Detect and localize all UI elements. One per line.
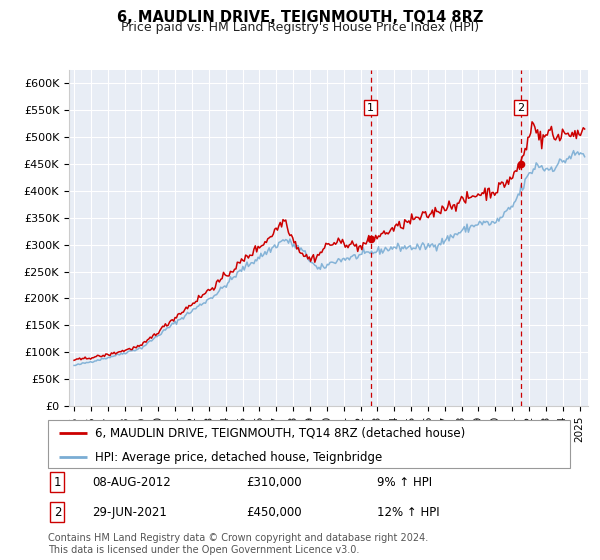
Text: 6, MAUDLIN DRIVE, TEIGNMOUTH, TQ14 8RZ: 6, MAUDLIN DRIVE, TEIGNMOUTH, TQ14 8RZ bbox=[117, 10, 483, 25]
Text: 12% ↑ HPI: 12% ↑ HPI bbox=[377, 506, 439, 519]
Text: 2: 2 bbox=[53, 506, 61, 519]
Text: 2: 2 bbox=[517, 102, 524, 113]
Text: £450,000: £450,000 bbox=[247, 506, 302, 519]
Text: Contains HM Land Registry data © Crown copyright and database right 2024.
This d: Contains HM Land Registry data © Crown c… bbox=[48, 533, 428, 555]
Text: 9% ↑ HPI: 9% ↑ HPI bbox=[377, 475, 432, 488]
Text: 6, MAUDLIN DRIVE, TEIGNMOUTH, TQ14 8RZ (detached house): 6, MAUDLIN DRIVE, TEIGNMOUTH, TQ14 8RZ (… bbox=[95, 427, 465, 440]
Text: £310,000: £310,000 bbox=[247, 475, 302, 488]
Text: 08-AUG-2012: 08-AUG-2012 bbox=[92, 475, 171, 488]
Text: 29-JUN-2021: 29-JUN-2021 bbox=[92, 506, 167, 519]
Text: HPI: Average price, detached house, Teignbridge: HPI: Average price, detached house, Teig… bbox=[95, 451, 382, 464]
FancyBboxPatch shape bbox=[48, 420, 570, 468]
Text: 1: 1 bbox=[367, 102, 374, 113]
Text: Price paid vs. HM Land Registry's House Price Index (HPI): Price paid vs. HM Land Registry's House … bbox=[121, 21, 479, 34]
Text: 1: 1 bbox=[53, 475, 61, 488]
